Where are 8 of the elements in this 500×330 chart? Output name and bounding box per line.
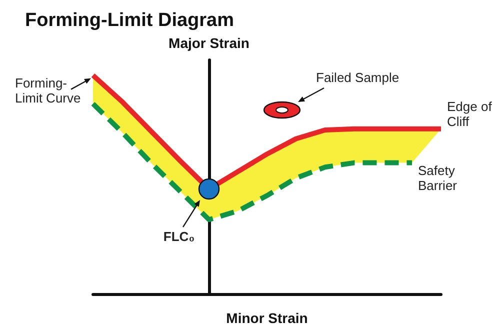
annotation: Failed Sample bbox=[316, 70, 400, 85]
y-axis-title: Major Strain bbox=[168, 35, 250, 51]
chart-title: Forming-Limit Diagram bbox=[25, 10, 234, 31]
annotation: FLC₀ bbox=[163, 229, 195, 244]
series-label: Safety Barrier bbox=[418, 162, 458, 193]
text: Forming-Limit Curve bbox=[15, 75, 81, 106]
series-label: Edge of Cliff bbox=[447, 98, 492, 129]
x-axis-title: Minor Strain bbox=[226, 310, 308, 326]
